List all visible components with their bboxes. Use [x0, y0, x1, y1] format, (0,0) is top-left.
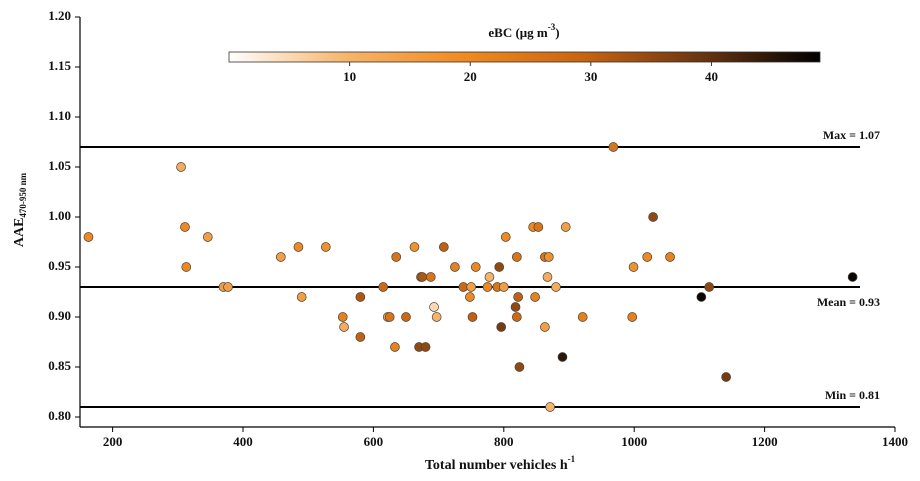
point	[417, 272, 428, 282]
point	[275, 252, 286, 262]
point	[543, 252, 554, 262]
y-axis-label: AAE470-950 nm	[12, 172, 28, 247]
x-axis-label: Total number vehicles h-1	[425, 454, 576, 473]
y-tick-label: 1.15	[48, 58, 71, 73]
point	[176, 162, 186, 172]
point	[627, 312, 638, 322]
point	[465, 292, 475, 302]
x-label-main: Total number vehicles h	[425, 458, 568, 473]
point	[530, 292, 540, 302]
x-tick-label: 200	[103, 434, 123, 449]
colorbar-tick-label: 20	[464, 69, 477, 84]
point	[293, 242, 304, 252]
point	[425, 272, 436, 282]
point	[704, 282, 715, 292]
point	[721, 372, 731, 382]
cb-label-sup: -3	[548, 22, 556, 32]
x-tick-label: 600	[364, 434, 384, 449]
y-tick-label: 1.05	[48, 158, 71, 173]
point	[560, 222, 571, 232]
point	[467, 312, 478, 322]
point	[511, 252, 522, 262]
colorbar-tick-label: 30	[584, 69, 597, 84]
point	[339, 322, 349, 332]
colorbar	[228, 51, 821, 63]
y-tick-label: 0.95	[48, 258, 71, 273]
x-tick-label: 1000	[621, 434, 647, 449]
point	[420, 342, 431, 352]
colorbar-label: eBC (μg m-3)	[488, 22, 559, 40]
point	[628, 262, 639, 272]
x-tick-label: 800	[494, 434, 514, 449]
point	[466, 282, 477, 292]
point	[409, 242, 420, 252]
point	[431, 312, 442, 322]
point	[429, 302, 439, 312]
point	[320, 242, 331, 252]
x-label-sup: -1	[568, 454, 576, 464]
point	[510, 302, 521, 312]
point	[450, 262, 460, 272]
y-label-sub: 470-950 nm	[18, 172, 28, 217]
point	[545, 402, 555, 412]
reference-label: Max = 1.07	[823, 128, 880, 142]
reference-label: Min = 0.81	[825, 388, 880, 402]
colorbar-tick-label: 40	[705, 69, 718, 84]
point	[378, 282, 389, 292]
point	[533, 222, 544, 232]
point	[540, 322, 550, 332]
point	[551, 282, 561, 292]
y-tick-label: 0.90	[48, 308, 71, 323]
point	[496, 322, 507, 332]
point	[542, 272, 553, 282]
point	[391, 252, 402, 262]
cb-label-main: eBC (μg m	[488, 25, 548, 40]
x-tick-label: 1200	[752, 434, 778, 449]
y-tick-label: 1.20	[48, 8, 71, 23]
y-tick-label: 0.85	[48, 358, 71, 373]
point	[514, 362, 525, 372]
point	[498, 282, 509, 292]
point	[401, 312, 411, 322]
point	[181, 262, 192, 272]
y-label-main: AAE	[12, 218, 27, 248]
point	[665, 252, 675, 262]
point	[384, 312, 395, 322]
point	[577, 312, 588, 322]
y-tick-label: 0.80	[48, 408, 71, 423]
x-tick-label: 400	[233, 434, 253, 449]
point	[608, 142, 619, 152]
point	[642, 252, 653, 262]
point	[511, 312, 522, 322]
point	[223, 282, 233, 292]
point	[500, 232, 511, 242]
point	[337, 312, 348, 322]
point	[494, 262, 505, 272]
reference-label: Mean = 0.93	[817, 295, 880, 309]
cb-label-end: )	[555, 25, 559, 40]
point	[482, 282, 493, 292]
point	[355, 332, 366, 342]
point	[484, 272, 495, 282]
point	[355, 292, 366, 302]
point	[438, 242, 449, 252]
point	[83, 232, 94, 242]
point	[847, 272, 858, 282]
y-tick-label: 1.00	[48, 208, 71, 223]
point	[557, 352, 568, 362]
point	[648, 212, 658, 222]
point	[180, 222, 190, 232]
point	[202, 232, 213, 242]
point	[470, 262, 481, 272]
colorbar-tick-label: 10	[343, 69, 356, 84]
point	[390, 342, 400, 352]
point	[296, 292, 307, 302]
y-tick-label: 1.10	[48, 108, 71, 123]
point	[696, 292, 707, 302]
point	[513, 292, 523, 302]
x-tick-label: 1400	[882, 434, 908, 449]
